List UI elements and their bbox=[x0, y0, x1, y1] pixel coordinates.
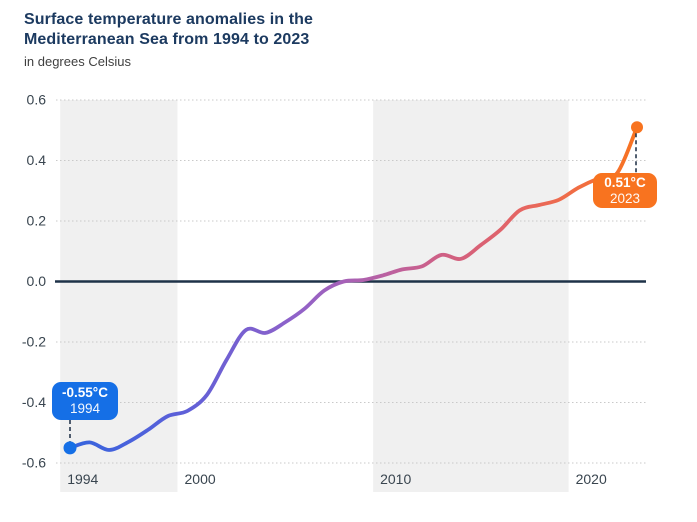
chart-subtitle: in degrees Celsius bbox=[24, 54, 131, 69]
end-annotation-badge: 0.51°C 2023 bbox=[593, 173, 657, 208]
line-chart: 0.6 0.4 0.2 0.0 -0.2 -0.4 -0.6 1994 2000 2010 2020 bbox=[22, 92, 646, 492]
y-axis-label: -0.2 bbox=[22, 334, 46, 350]
x-axis-label: 1994 bbox=[67, 471, 98, 487]
start-annotation-badge: -0.55°C 1994 bbox=[52, 382, 118, 420]
chart-header: Surface temperature anomalies in the Med… bbox=[24, 10, 313, 69]
start-annotation-value: -0.55°C bbox=[62, 385, 108, 400]
x-axis-label: 2010 bbox=[380, 471, 411, 487]
x-axis-label: 2000 bbox=[185, 471, 216, 487]
anomaly-line bbox=[68, 125, 639, 452]
y-axis-label: 0.4 bbox=[27, 152, 47, 168]
background-band bbox=[373, 100, 569, 492]
chart-title-line2: Mediterranean Sea from 1994 to 2023 bbox=[24, 31, 310, 48]
chart-title-line1: Surface temperature anomalies in the bbox=[24, 11, 314, 28]
y-axis-label: -0.4 bbox=[22, 394, 46, 410]
y-axis-label: -0.6 bbox=[22, 455, 46, 471]
start-annotation-year: 1994 bbox=[69, 401, 101, 416]
end-point-dot bbox=[631, 121, 644, 134]
y-axis-label: 0.2 bbox=[27, 213, 47, 229]
x-axis-label: 2020 bbox=[576, 471, 607, 487]
chart-title: Surface temperature anomalies in the Med… bbox=[24, 10, 313, 50]
background-band bbox=[60, 100, 178, 492]
chart-area: 0.6 0.4 0.2 0.0 -0.2 -0.4 -0.6 1994 2000 2010 2020… bbox=[0, 85, 697, 522]
y-axis-label: 0.6 bbox=[27, 92, 47, 108]
end-annotation-year: 2023 bbox=[609, 190, 641, 206]
end-annotation-value: 0.51°C bbox=[604, 174, 646, 190]
y-axis-label: 0.0 bbox=[27, 273, 47, 289]
start-point-dot bbox=[63, 441, 77, 455]
